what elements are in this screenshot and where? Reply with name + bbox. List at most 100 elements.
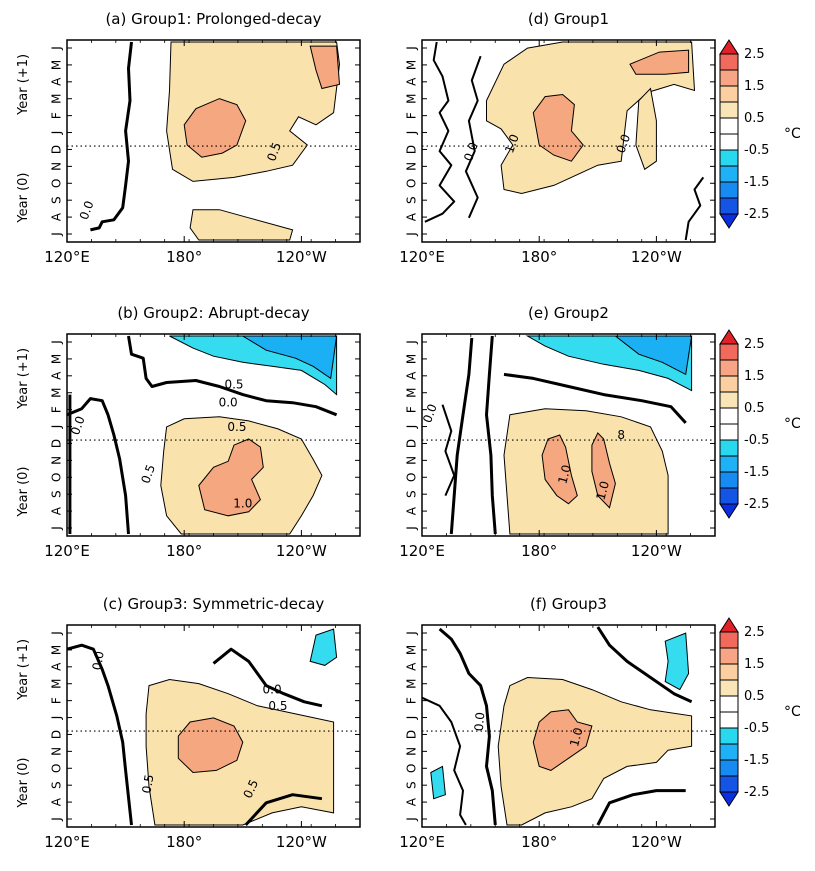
colorbar-top-arrow — [719, 617, 739, 633]
year-0-label: Year (0) — [16, 758, 31, 809]
year-plus1-label: Year (+1) — [16, 54, 31, 116]
contour-fill — [613, 335, 693, 376]
x-tick-label: 120°W — [631, 248, 682, 266]
month-label: S — [50, 196, 64, 204]
colorbar-label: 0.5 — [744, 401, 765, 416]
contour-line — [503, 372, 687, 424]
month-label: S — [50, 781, 64, 789]
month-label: D — [50, 730, 64, 739]
colorbar-segment — [719, 759, 739, 777]
colorbar-segment — [719, 743, 739, 761]
colorbar-segment — [719, 711, 739, 729]
colorbars-layer: 2.5 1.5 0.5 -0.5 -1.5 -2.5 °C 2.5 1.5 0.5 -0.5 -1.5… — [719, 39, 801, 807]
contour-line — [90, 41, 133, 232]
contour-line — [449, 337, 474, 535]
month-label: N — [50, 747, 64, 756]
month-label: A — [405, 797, 419, 806]
month-label: F — [405, 406, 419, 413]
month-label: J — [405, 232, 419, 237]
month-label: M — [405, 94, 419, 104]
month-label: D — [50, 145, 64, 154]
colorbar-segment — [719, 439, 739, 457]
month-label: J — [50, 425, 64, 430]
month-label: J — [405, 716, 419, 721]
colorbar-segment — [719, 69, 739, 87]
month-label: M — [405, 645, 419, 655]
year-0-label: Year (0) — [16, 173, 31, 224]
contour-label: 0.0 — [90, 650, 107, 671]
contour-fill — [241, 335, 338, 380]
contour-fill — [198, 438, 264, 517]
colorbar-segment — [719, 423, 739, 441]
colorbar-label: 0.5 — [744, 689, 765, 704]
contour-label: 8 — [617, 428, 625, 442]
month-label: M — [405, 388, 419, 398]
contour-line — [424, 41, 456, 223]
month-label: A — [50, 797, 64, 806]
month-label: J — [405, 340, 419, 345]
contour-fill — [183, 98, 247, 158]
panel-title: (e) Group2 — [528, 304, 609, 322]
colorbar-top-arrow — [719, 329, 739, 345]
x-tick-label: 180° — [166, 248, 202, 266]
colorbar-segment — [719, 647, 739, 665]
month-label: M — [50, 388, 64, 398]
contour-line — [438, 627, 497, 826]
colorbar-label: 1.5 — [744, 657, 765, 672]
month-label: J — [50, 340, 64, 345]
colorbar-segment — [719, 359, 739, 377]
contour-line — [684, 176, 705, 241]
month-label: F — [405, 112, 419, 119]
colorbar-label: -1.5 — [744, 175, 769, 190]
month-label: M — [405, 60, 419, 70]
colorbar-label: 2.5 — [744, 625, 765, 640]
month-label: S — [405, 490, 419, 498]
colorbar-segment — [719, 471, 739, 489]
month-label: J — [50, 526, 64, 531]
colorbar-label: -1.5 — [744, 465, 769, 480]
colorbar-segment — [719, 695, 739, 713]
month-label: A — [50, 662, 64, 671]
contour-line — [66, 643, 133, 826]
contour-fill — [309, 45, 341, 90]
year-plus1-label: Year (+1) — [16, 348, 31, 410]
month-label: A — [405, 212, 419, 221]
contour-fill — [635, 87, 657, 171]
contour-label: 0.0 — [613, 132, 633, 155]
contour-label: 0.5 — [268, 699, 287, 713]
month-label: F — [50, 697, 64, 704]
month-label: M — [405, 679, 419, 689]
contour-fill — [532, 709, 593, 771]
colorbar-segment — [719, 53, 739, 71]
month-label: D — [405, 145, 419, 154]
contour-line — [244, 793, 323, 827]
colorbar-segment — [719, 679, 739, 697]
contour-label: 0.0 — [420, 402, 440, 425]
contour-fill — [503, 408, 669, 535]
colorbar-segment — [719, 407, 739, 425]
month-label: F — [50, 112, 64, 119]
year-plus1-label: Year (+1) — [16, 639, 31, 701]
contour-label: 0.0 — [68, 414, 88, 437]
colorbar-segment — [719, 165, 739, 183]
colorbar-label: -0.5 — [744, 433, 769, 448]
contour-label: 0.5 — [227, 420, 246, 434]
month-label: M — [50, 94, 64, 104]
month-label: J — [405, 631, 419, 636]
month-label: A — [50, 212, 64, 221]
x-tick-label: 120°E — [399, 248, 445, 266]
month-label: D — [50, 439, 64, 448]
colorbar-segment — [719, 631, 739, 649]
month-label: J — [50, 716, 64, 721]
contour-fill — [541, 434, 578, 505]
colorbar-label: -1.5 — [744, 753, 769, 768]
contour-fill — [166, 41, 341, 182]
contour-fill — [591, 432, 616, 509]
contour-line — [441, 404, 456, 496]
colorbar-bottom-arrow — [719, 213, 739, 229]
colorbar-bottom-arrow — [719, 503, 739, 519]
month-label: S — [405, 196, 419, 204]
